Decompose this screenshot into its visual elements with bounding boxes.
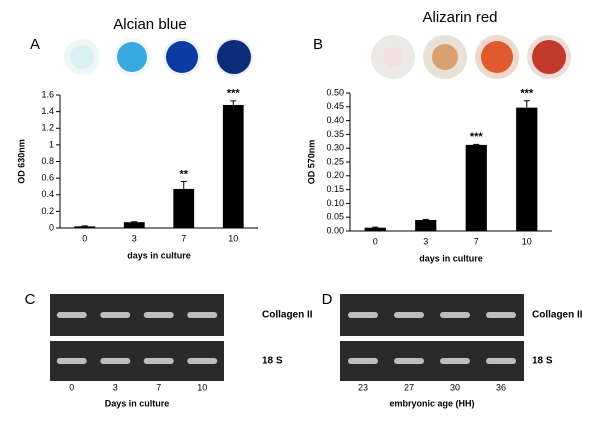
- error-bar: [180, 180, 187, 189]
- x-tick-label: 7: [474, 236, 479, 246]
- y-tick-label: 0.40: [326, 115, 344, 125]
- gel-band: [56, 358, 87, 364]
- gel-band: [100, 358, 131, 364]
- y-axis-label: OD 570nm: [306, 140, 316, 185]
- y-tick-label: 0.10: [326, 198, 344, 208]
- x-tick-label: 10: [228, 233, 238, 243]
- panel-label: C: [25, 291, 36, 308]
- chart-title: Alizarin red: [422, 9, 497, 26]
- panel-label: A: [30, 36, 40, 53]
- lane-label: 30: [450, 382, 460, 392]
- y-tick-label: 0.25: [326, 156, 344, 166]
- y-tick-label: 1.4: [41, 106, 54, 116]
- x-axis-label: embryonic age (HH): [389, 398, 474, 408]
- bar: [123, 222, 145, 228]
- y-axis-label: OD 630nm: [16, 139, 26, 184]
- y-tick-label: 0.00: [326, 225, 344, 235]
- error-bar: [523, 100, 530, 108]
- y-tick-label: 0.4: [41, 189, 54, 199]
- significance-label: ***: [227, 88, 241, 100]
- bar: [516, 107, 538, 231]
- x-tick-label: 3: [132, 233, 137, 243]
- gel-band: [440, 358, 470, 364]
- band-label: 18 S: [262, 356, 283, 367]
- y-tick-label: 1.6: [41, 89, 54, 99]
- x-tick-label: 0: [373, 236, 378, 246]
- gel-band: [143, 312, 174, 318]
- gel-band: [486, 358, 516, 364]
- x-tick-label: 3: [423, 236, 428, 246]
- x-tick-label: 0: [82, 233, 87, 243]
- lane-label: 0: [69, 382, 74, 392]
- panel-label: D: [322, 291, 333, 308]
- gel-band: [187, 312, 218, 318]
- gel-band: [100, 312, 131, 318]
- bar: [74, 226, 96, 228]
- gel-band: [486, 312, 516, 318]
- bar: [173, 188, 195, 228]
- y-tick-label: 0.8: [41, 156, 54, 166]
- gel-band: [56, 312, 87, 318]
- y-tick-label: 0.15: [326, 184, 344, 194]
- error-bar: [372, 226, 379, 228]
- y-tick-label: 0.6: [41, 173, 54, 183]
- panel-label: B: [313, 36, 323, 53]
- lane-label: 23: [358, 382, 368, 392]
- gel-band: [187, 358, 218, 364]
- x-axis-label: days in culture: [127, 250, 191, 260]
- bar: [415, 219, 437, 231]
- lane-label: 7: [156, 382, 161, 392]
- y-tick-label: 0.45: [326, 101, 344, 111]
- stain-wells-b: [371, 35, 571, 79]
- bar: [364, 227, 386, 231]
- band-label: Collagen II: [532, 310, 583, 321]
- chart-title: Alcian blue: [113, 16, 186, 33]
- gel-band: [394, 358, 424, 364]
- gel-band: [440, 312, 470, 318]
- gel-band: [143, 358, 174, 364]
- lane-label: 36: [496, 382, 506, 392]
- y-tick-label: 0.20: [326, 170, 344, 180]
- lane-label: 10: [197, 382, 207, 392]
- bar: [465, 144, 487, 231]
- band-label: 18 S: [532, 356, 553, 367]
- y-tick-label: 0.30: [326, 143, 344, 153]
- stain-wells-a: [64, 38, 253, 76]
- bar: [222, 104, 244, 228]
- y-tick-label: 0.05: [326, 212, 344, 222]
- significance-label: ***: [520, 88, 534, 100]
- gel-band: [394, 312, 424, 318]
- y-tick-label: 1.2: [41, 123, 54, 133]
- gel-band: [348, 358, 378, 364]
- significance-label: ***: [470, 131, 484, 143]
- error-bar: [422, 218, 429, 220]
- y-tick-label: 0.2: [41, 206, 54, 216]
- x-axis-label: days in culture: [419, 253, 483, 263]
- x-tick-label: 7: [181, 233, 186, 243]
- error-bar: [230, 100, 237, 105]
- gel-band: [348, 312, 378, 318]
- lane-label: 3: [113, 382, 118, 392]
- x-tick-label: 10: [522, 236, 532, 246]
- y-tick-label: 0.50: [326, 87, 344, 97]
- significance-label: **: [179, 168, 188, 180]
- band-label: Collagen II: [262, 310, 313, 321]
- y-tick-label: 0.35: [326, 129, 344, 139]
- y-tick-label: 1: [49, 139, 54, 149]
- x-axis-label: Days in culture: [105, 398, 170, 408]
- y-tick-label: 0: [49, 222, 54, 232]
- error-bar: [473, 143, 480, 145]
- lane-label: 27: [404, 382, 414, 392]
